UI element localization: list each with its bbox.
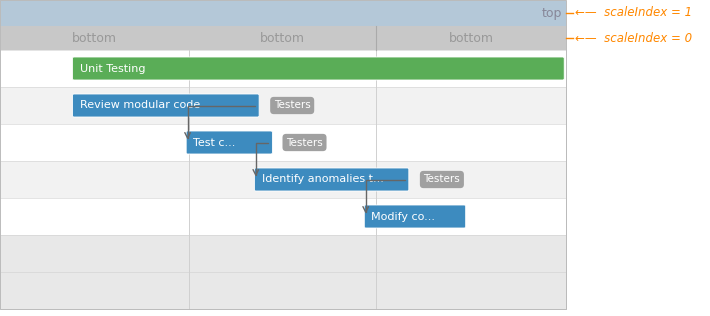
FancyBboxPatch shape [364,205,466,228]
Text: Review modular code: Review modular code [80,100,200,111]
FancyBboxPatch shape [72,94,259,117]
Bar [0,87,566,124]
Text: Identify anomalies t...: Identify anomalies t... [261,174,383,185]
FancyBboxPatch shape [254,168,409,191]
Text: Testers: Testers [424,174,460,185]
Text: ←—  scaleIndex = 0: ←— scaleIndex = 0 [575,32,692,45]
Text: Testers: Testers [286,137,323,148]
Bar [0,235,566,272]
FancyBboxPatch shape [72,57,564,80]
Bar [0,272,566,309]
Bar [0,26,566,50]
Text: Testers: Testers [274,100,310,111]
Bar [0,124,566,161]
Text: top: top [542,7,562,20]
Bar [0,50,566,87]
Text: bottom: bottom [449,32,493,45]
Text: Unit Testing: Unit Testing [80,64,145,74]
Text: Test c...: Test c... [193,137,236,148]
Text: Modify co...: Modify co... [371,211,435,222]
Bar [0,0,566,26]
Bar [0,198,566,235]
Bar [0,161,566,198]
Text: bottom: bottom [72,32,117,45]
Text: ←—  scaleIndex = 1: ←— scaleIndex = 1 [575,7,692,20]
Bar [0,0,566,309]
Text: bottom: bottom [261,32,305,45]
FancyBboxPatch shape [186,131,273,154]
